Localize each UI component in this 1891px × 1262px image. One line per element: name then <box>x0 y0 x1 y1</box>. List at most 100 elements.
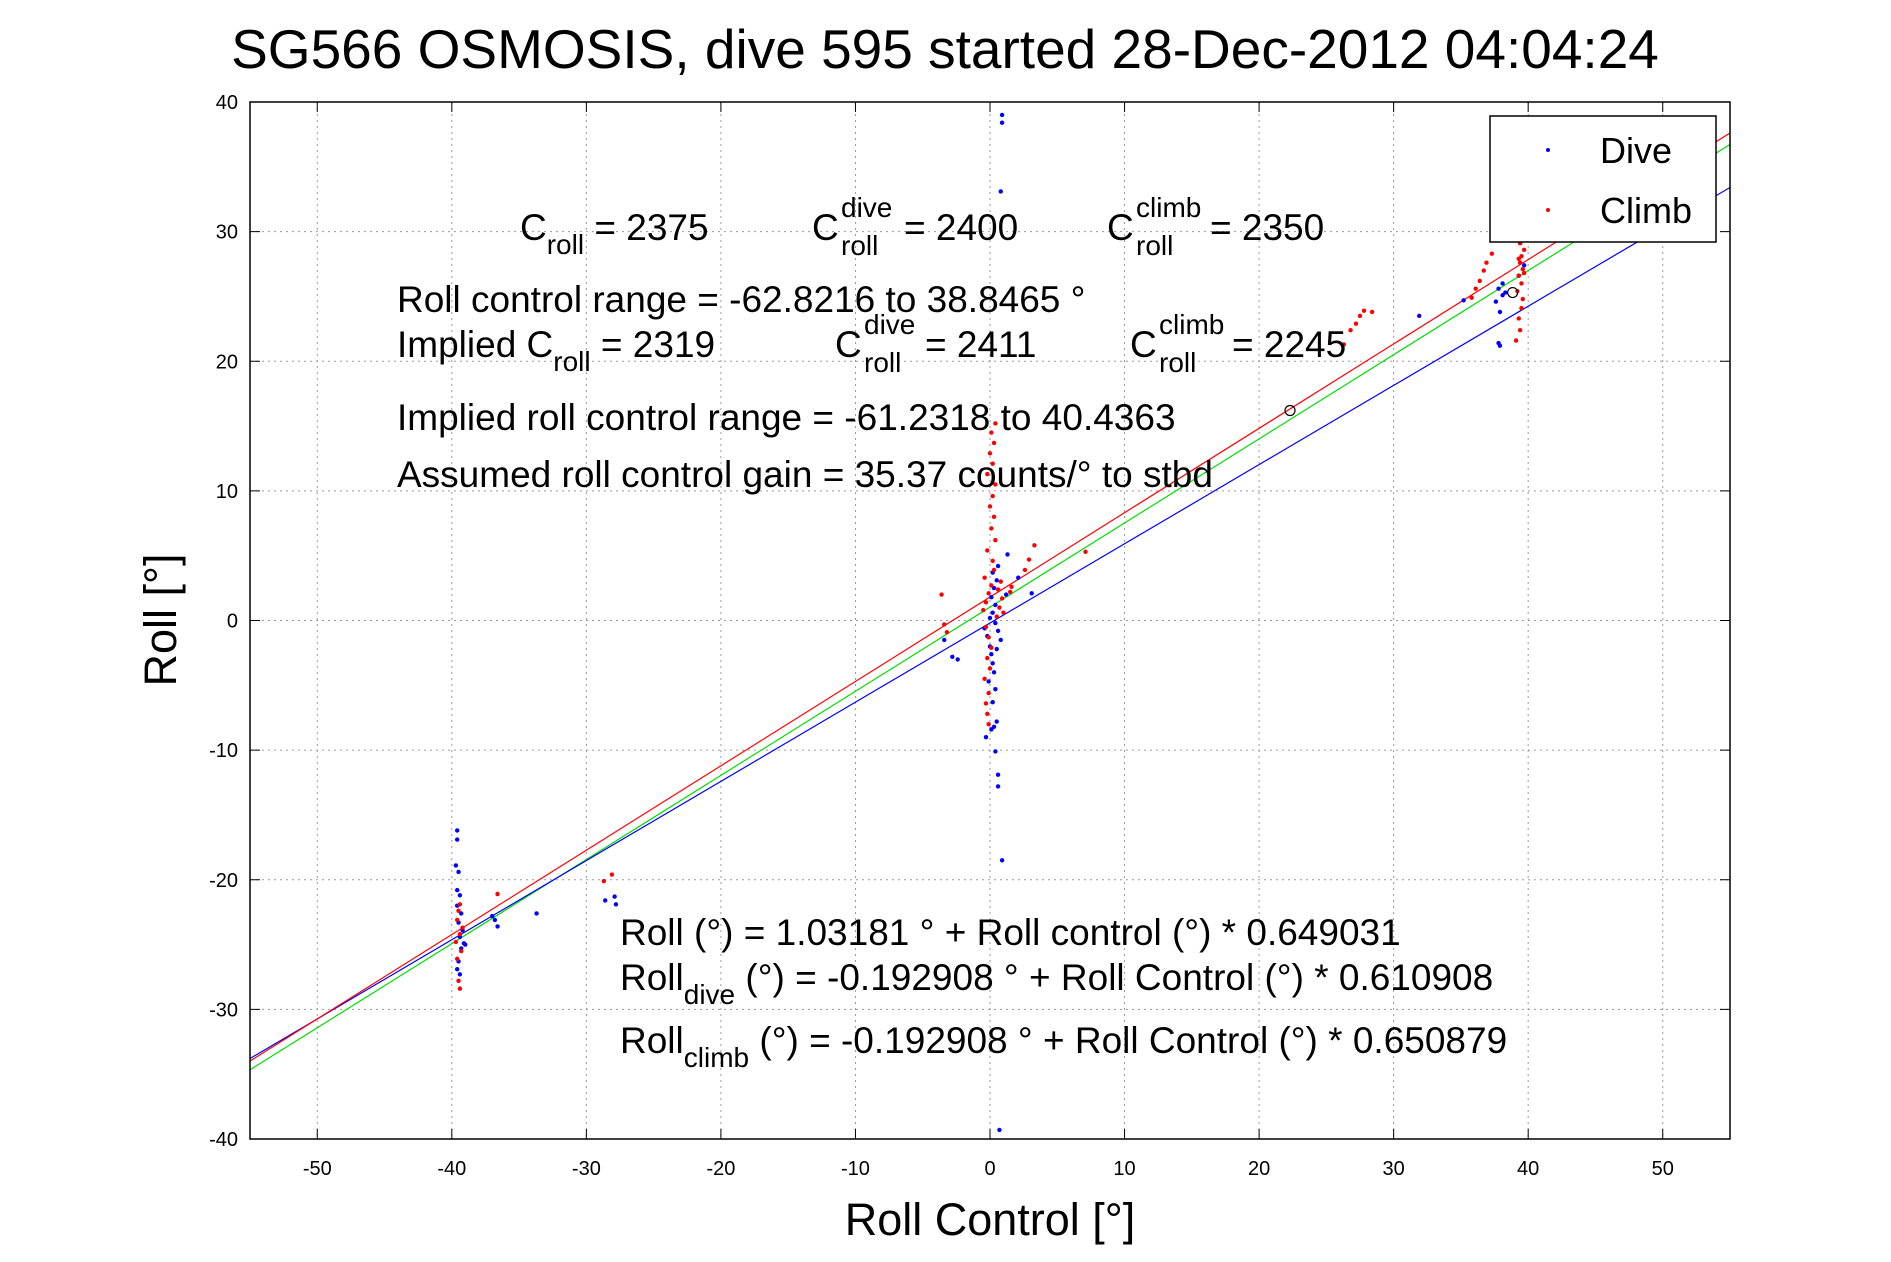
climb-point <box>1009 584 1014 589</box>
climb-point <box>457 986 463 991</box>
climb-point <box>982 676 987 682</box>
annotation-c-climb-sup: climb <box>1136 192 1201 223</box>
range-markers <box>1284 286 1519 417</box>
climb-point <box>989 645 994 650</box>
annotation-implied-climb-sup: climb <box>1159 309 1224 340</box>
y-tick-label: -30 <box>209 999 238 1021</box>
x-tick-label: 30 <box>1383 1158 1405 1180</box>
y-tick-label: 20 <box>216 351 238 373</box>
annotation-implied-dive-value: = 2411 <box>925 324 1036 365</box>
range-marker <box>1507 286 1519 299</box>
y-tick-label: 40 <box>216 92 238 114</box>
climb-point <box>1341 342 1347 347</box>
climb-point <box>457 902 463 907</box>
dive-point <box>997 1127 1002 1133</box>
dive-point <box>994 578 999 583</box>
axis-ticks: -50 -40 -30 -20 -10 0 10 20 30 40 50 -40 -30 -20 -10 0 1… <box>209 92 1730 1180</box>
climb-point <box>1517 260 1523 265</box>
dive-point <box>999 120 1005 125</box>
dive-point <box>612 894 617 899</box>
climb-point <box>1477 278 1482 284</box>
climb-point <box>989 526 994 531</box>
fit-line-0 <box>250 143 1730 1071</box>
legend-climb-label: Climb <box>1600 190 1692 231</box>
dive-point <box>1005 552 1010 557</box>
dive-point <box>455 966 460 972</box>
climb-point <box>987 451 993 456</box>
climb-point <box>1083 549 1088 554</box>
climb-point <box>1516 273 1521 278</box>
dive-point <box>999 112 1005 118</box>
climb-point <box>990 461 995 466</box>
climb-point <box>1026 557 1032 562</box>
y-tick-label: -40 <box>209 1129 238 1151</box>
y-tick-label: -20 <box>209 870 238 892</box>
x-tick-label: -50 <box>303 1158 332 1180</box>
climb-point <box>944 629 950 635</box>
annotation-eq-dive: Rolldive (°) = -0.192908 ° + Roll Contro… <box>620 957 1493 1010</box>
dive-point <box>603 898 608 903</box>
climb-point <box>1369 309 1375 315</box>
dive-point <box>950 654 955 659</box>
climb-point <box>1520 296 1526 302</box>
dive-point <box>1003 592 1009 597</box>
dive-point <box>993 687 998 692</box>
dive-point <box>999 858 1005 863</box>
climb-point <box>1473 286 1478 291</box>
legend-dive-marker <box>1546 148 1550 152</box>
climb-point <box>998 579 1003 584</box>
dive-point <box>990 661 995 666</box>
y-axis-label: Roll [°] <box>135 553 186 686</box>
dive-point <box>1521 263 1527 268</box>
climb-point <box>983 624 989 630</box>
annotation-implied-climb: C <box>1130 324 1157 365</box>
climb-point <box>997 605 1002 610</box>
annotation-c-dive-value: = 2400 <box>904 207 1018 248</box>
x-tick-label: -10 <box>841 1158 870 1180</box>
climb-point <box>1519 305 1524 311</box>
climb-point <box>1022 567 1028 573</box>
dive-point <box>1496 340 1501 346</box>
x-tick-label: 10 <box>1113 1158 1135 1180</box>
x-tick-label: -30 <box>572 1158 601 1180</box>
climb-point <box>1521 247 1527 252</box>
dive-point <box>993 602 998 608</box>
dive-point <box>991 670 997 675</box>
annotation-gain: Assumed roll control gain = 35.37 counts… <box>397 454 1213 495</box>
dive-point <box>989 594 994 600</box>
annotation-eq-all: Roll (°) = 1.03181 ° + Roll control (°) … <box>620 912 1401 953</box>
y-tick-label: 0 <box>227 611 238 633</box>
climb-point <box>460 925 465 930</box>
climb-point <box>1521 270 1527 276</box>
climb-point <box>985 471 990 477</box>
climb-point <box>994 614 999 619</box>
dive-point <box>983 734 989 740</box>
climb-point <box>990 558 995 564</box>
climb-point <box>985 548 990 553</box>
x-tick-label: 40 <box>1517 1158 1539 1180</box>
climb-point <box>991 567 997 573</box>
climb-point <box>985 711 990 717</box>
climb-point <box>456 908 461 914</box>
dive-point <box>998 189 1003 194</box>
legend-climb-marker <box>1546 208 1550 212</box>
plot-frame <box>249 101 1731 1140</box>
dive-point <box>613 902 619 907</box>
dive-point <box>995 628 1001 634</box>
climb-point <box>991 440 997 446</box>
climb-point <box>457 931 463 937</box>
climb-point <box>455 956 460 962</box>
dive-point <box>995 784 1001 789</box>
range-marker <box>1284 404 1296 417</box>
dive-point <box>995 563 1001 569</box>
climb-point <box>1520 267 1526 272</box>
annotation-c-dive: C <box>812 207 839 248</box>
dive-point <box>1497 309 1503 315</box>
x-tick-label: 50 <box>1652 1158 1674 1180</box>
climb-point <box>1007 589 1013 595</box>
climb-point <box>1484 260 1489 265</box>
climb-point <box>993 537 998 543</box>
dive-point <box>1503 290 1508 295</box>
annotation-implied-climb-value: = 2245 <box>1232 324 1346 365</box>
